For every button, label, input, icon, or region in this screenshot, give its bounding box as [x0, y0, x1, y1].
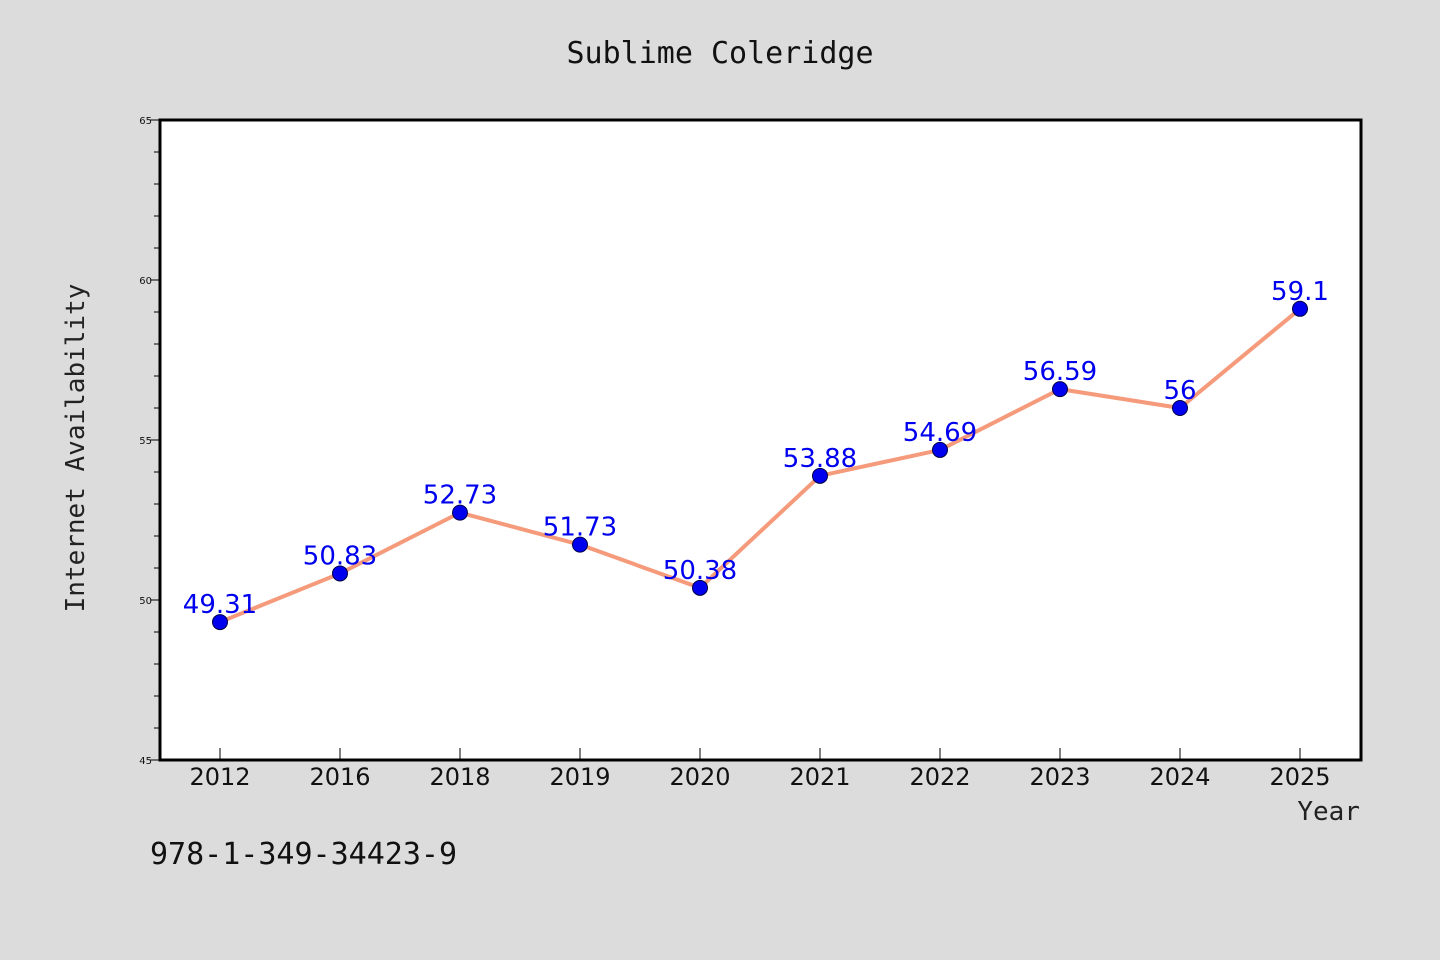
data-point	[452, 504, 468, 521]
x-tick-label: 2016	[309, 763, 370, 791]
y-axis-title: Internet Availability	[61, 284, 91, 613]
data-label: 50.83	[303, 541, 377, 571]
x-axis: 2012 2016 2018 2019 2020 2021 2022 2023 2024 2025	[189, 748, 1331, 791]
data-label: 50.38	[663, 556, 737, 586]
data-point	[932, 441, 948, 458]
y-tick-label: 50	[139, 596, 152, 607]
y-tick-label: 65	[139, 116, 152, 127]
y-tick-label: 45	[139, 756, 152, 767]
x-tick-label: 2012	[189, 763, 250, 791]
data-label: 52.73	[423, 481, 497, 511]
data-label: 59.1	[1271, 277, 1329, 307]
data-label: 53.88	[783, 444, 857, 474]
data-label: 56.59	[1023, 357, 1097, 387]
data-point	[572, 536, 588, 553]
data-point	[1052, 381, 1068, 398]
data-label: 54.69	[903, 418, 977, 448]
footer-isbn: 978-1-349-34423-9	[150, 837, 457, 872]
data-point	[812, 467, 828, 484]
data-point	[1172, 400, 1188, 416]
y-axis: 45 50 55 60 65	[139, 116, 160, 767]
series-1: 49.31 50.83 52.73 51.73 50.38 53.88 54.69 56.59…	[183, 277, 1329, 631]
data-point	[332, 565, 348, 582]
data-label: 51.73	[543, 513, 617, 543]
x-axis-title: Year	[1297, 797, 1360, 827]
x-tick-label: 2023	[1029, 763, 1090, 791]
data-label: 56	[1163, 376, 1196, 406]
x-tick-label: 2019	[549, 763, 610, 791]
data-label: 49.31	[183, 590, 257, 620]
x-tick-label: 2021	[789, 763, 850, 791]
x-tick-label: 2024	[1149, 763, 1210, 791]
x-tick-label: 2022	[909, 763, 970, 791]
plot-area	[158, 118, 1363, 762]
x-tick-label: 2025	[1269, 763, 1330, 791]
data-point	[1292, 300, 1308, 317]
y-tick-label: 60	[139, 276, 152, 287]
x-tick-label: 2018	[429, 763, 490, 791]
y-tick-label: 55	[139, 436, 152, 447]
x-tick-label: 2020	[669, 763, 730, 791]
data-point	[212, 614, 228, 631]
data-point	[692, 579, 708, 596]
series-line	[218, 306, 1302, 625]
chart-title: Sublime Coleridge	[566, 36, 873, 71]
